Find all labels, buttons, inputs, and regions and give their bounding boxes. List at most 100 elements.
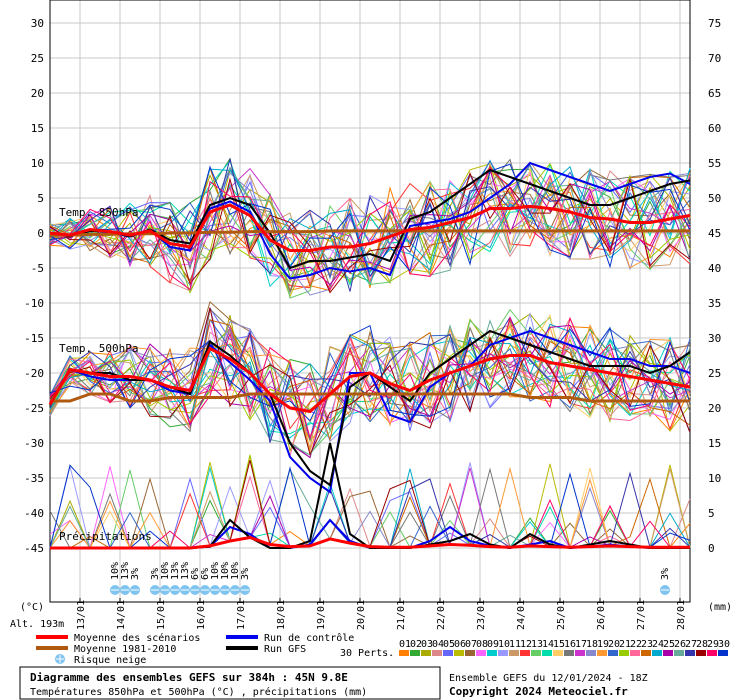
pert-number: 24: [652, 639, 664, 650]
x-day-label: 18/01: [276, 600, 287, 630]
snow-risk-value: 10%: [210, 562, 221, 580]
pert-swatch: [564, 650, 574, 656]
x-day-label: 24/01: [516, 600, 527, 630]
x-day-label: 22/01: [436, 600, 447, 630]
pert-number: 10: [498, 639, 510, 650]
x-day-label: 26/01: [596, 600, 607, 630]
pert-number: 30: [718, 639, 730, 650]
pert-number: 23: [641, 639, 653, 650]
x-day-label: 20/01: [356, 600, 367, 630]
pert-swatch: [663, 650, 673, 656]
snow-risk-value: 3%: [130, 568, 141, 580]
x-day-label: 13/01: [76, 600, 87, 630]
pert-number: 02: [410, 639, 422, 650]
pert-number: 28: [696, 639, 708, 650]
snow-risk-value: 6%: [200, 568, 211, 580]
snow-risk-value: 10%: [230, 562, 241, 580]
section-label-precip: Précipitations: [59, 530, 152, 543]
pert-swatch: [421, 650, 431, 656]
pert-swatch: [718, 650, 728, 656]
pert-number: 03: [421, 639, 433, 650]
left-unit-label: (°C): [20, 602, 44, 613]
plot-frame: [49, 0, 691, 603]
pert-swatch: [707, 650, 717, 656]
legend-snow-label: Risque neige: [74, 655, 146, 666]
series-line-t500_clim: [50, 392, 690, 403]
pert-number: 26: [674, 639, 686, 650]
pert-number: 17: [575, 639, 587, 650]
snow-risk-markers: 10% 13% 3% 3% 10% 13% 13% 6% 6% 10% 10% 10% 3% 3%: [110, 562, 671, 595]
altitude-label: Alt. 193m: [10, 619, 64, 630]
snow-risk-marker: 10%: [160, 562, 171, 595]
snow-risk-marker: 6%: [190, 568, 201, 595]
perturbation-line: [49, 158, 691, 292]
pert-swatch: [410, 650, 420, 656]
right-tick-label: 10: [708, 472, 721, 485]
x-day-label: 21/01: [396, 600, 407, 630]
snow-risk-marker: 3%: [130, 568, 141, 595]
perturbation-line: [49, 163, 691, 278]
pert-swatch: [685, 650, 695, 656]
section-label-500: Temp. 500hPa: [59, 342, 138, 355]
left-tick-label: 25: [31, 52, 44, 65]
snow-risk-value: 6%: [190, 568, 201, 580]
left-tick-label: 30: [31, 17, 44, 30]
pert-swatch: [454, 650, 464, 656]
pert-swatch: [520, 650, 530, 656]
pert-swatch: [487, 650, 497, 656]
pert-number: 22: [630, 639, 642, 650]
run-info: Ensemble GEFS du 12/01/2024 - 18Z: [449, 673, 648, 684]
pert-number: 13: [531, 639, 543, 650]
right-tick-label: 20: [708, 402, 721, 415]
snow-risk-marker: 3%: [660, 568, 671, 595]
snow-risk-value: 10%: [160, 562, 171, 580]
x-day-label: 28/01: [676, 600, 687, 630]
perturbation-line: [49, 308, 691, 455]
snow-risk-value: 13%: [180, 562, 191, 580]
pert-number: 05: [443, 639, 455, 650]
snow-risk-marker: 3%: [240, 568, 251, 595]
snow-risk-marker: 6%: [200, 568, 211, 595]
right-tick-label: 30: [708, 332, 721, 345]
perturbation-line: [49, 300, 691, 428]
pert-swatch: [443, 650, 453, 656]
pert-swatch: [531, 650, 541, 656]
x-day-label: 23/01: [476, 600, 487, 630]
left-tick-label: 10: [31, 157, 44, 170]
x-day-label: 19/01: [316, 600, 327, 630]
x-day-label: 17/01: [236, 600, 247, 630]
main-series: [48, 161, 691, 550]
perturbation-line: [49, 169, 691, 286]
left-tick-label: -25: [24, 402, 44, 415]
pert-swatch: [509, 650, 519, 656]
perturbation-line: [49, 171, 691, 294]
pert-swatch: [553, 650, 563, 656]
snow-risk-value: 3%: [150, 568, 161, 580]
pert-swatch: [608, 650, 618, 656]
snow-risk-marker: 13%: [120, 562, 131, 595]
pert-number: 27: [685, 639, 697, 650]
pert-number: 20: [608, 639, 620, 650]
legend-gfs-label: Run GFS: [264, 644, 306, 655]
axes: 302520151050-5-10-15-20-25-30-35-40-4575…: [24, 17, 721, 630]
perturbation-line: [49, 324, 691, 422]
pert-swatch: [619, 650, 629, 656]
perturbation-line: [49, 327, 691, 432]
legend: Moyenne des scénarios Run de contrôle Mo…: [36, 632, 730, 666]
right-tick-label: 5: [708, 507, 715, 520]
pert-number: 08: [476, 639, 488, 650]
pert-swatch: [652, 650, 662, 656]
left-tick-label: 0: [37, 227, 44, 240]
pert-swatch: [696, 650, 706, 656]
pert-number: 12: [520, 639, 532, 650]
pert-number: 18: [586, 639, 598, 650]
pert-number: 21: [619, 639, 631, 650]
right-tick-label: 55: [708, 157, 721, 170]
perturbation-line: [49, 172, 691, 273]
right-tick-label: 75: [708, 17, 721, 30]
pert-swatch: [641, 650, 651, 656]
right-tick-label: 0: [708, 542, 715, 555]
pert-swatch: [498, 650, 508, 656]
pert-number: 16: [564, 639, 576, 650]
pert-number: 09: [487, 639, 499, 650]
